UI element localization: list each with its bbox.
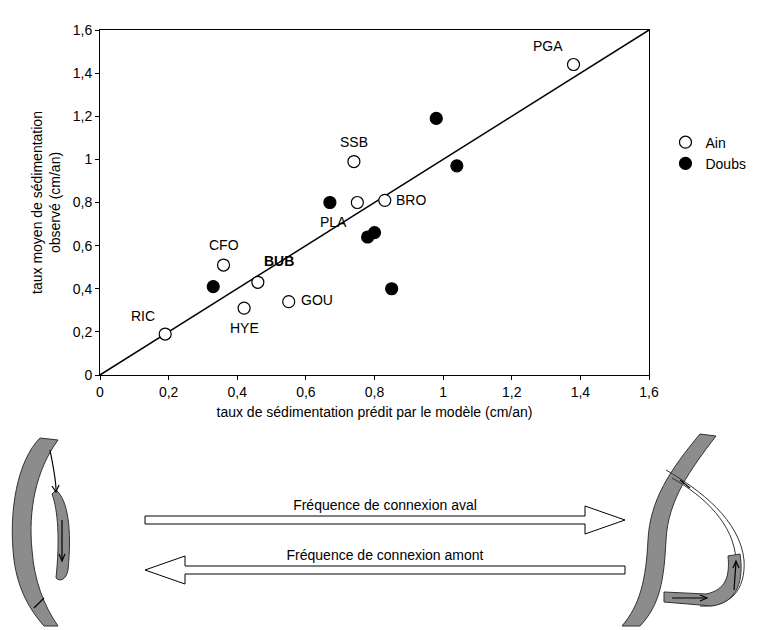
svg-text:GOU: GOU [301,292,333,308]
svg-text:0,6: 0,6 [296,384,316,400]
svg-text:CFO: CFO [209,237,239,253]
svg-text:BUB: BUB [264,253,294,269]
svg-text:0: 0 [84,367,92,383]
svg-text:0: 0 [96,384,104,400]
svg-text:0,2: 0,2 [73,324,93,340]
svg-text:HYE: HYE [230,320,259,336]
svg-text:taux moyen de sédimentationobs: taux moyen de sédimentationobservé (cm/a… [29,111,63,294]
svg-text:0,8: 0,8 [365,384,385,400]
svg-text:PGA: PGA [533,38,563,54]
svg-text:SSB: SSB [340,134,368,150]
svg-text:1,6: 1,6 [639,384,659,400]
svg-text:0,4: 0,4 [73,281,93,297]
svg-text:1,6: 1,6 [73,22,93,38]
svg-text:1: 1 [84,151,92,167]
svg-text:0,4: 0,4 [228,384,248,400]
svg-text:RIC: RIC [131,308,155,324]
svg-text:1: 1 [439,384,447,400]
svg-text:0,2: 0,2 [159,384,179,400]
svg-text:taux de sédimentation prédit p: taux de sédimentation prédit par le modè… [217,404,533,420]
svg-text:PLA: PLA [320,214,347,230]
svg-text:1,2: 1,2 [502,384,522,400]
svg-text:Ain: Ain [705,135,725,151]
svg-text:0,8: 0,8 [73,194,93,210]
svg-text:Doubs: Doubs [705,156,745,172]
svg-text:1,2: 1,2 [73,108,93,124]
svg-text:1,4: 1,4 [571,384,591,400]
svg-text:Fréquence de connexion amont: Fréquence de connexion amont [287,547,484,563]
svg-text:1,4: 1,4 [73,65,93,81]
svg-text:0,6: 0,6 [73,238,93,254]
svg-text:BRO: BRO [396,192,426,208]
svg-text:Fréquence de connexion aval: Fréquence de connexion aval [293,497,477,513]
